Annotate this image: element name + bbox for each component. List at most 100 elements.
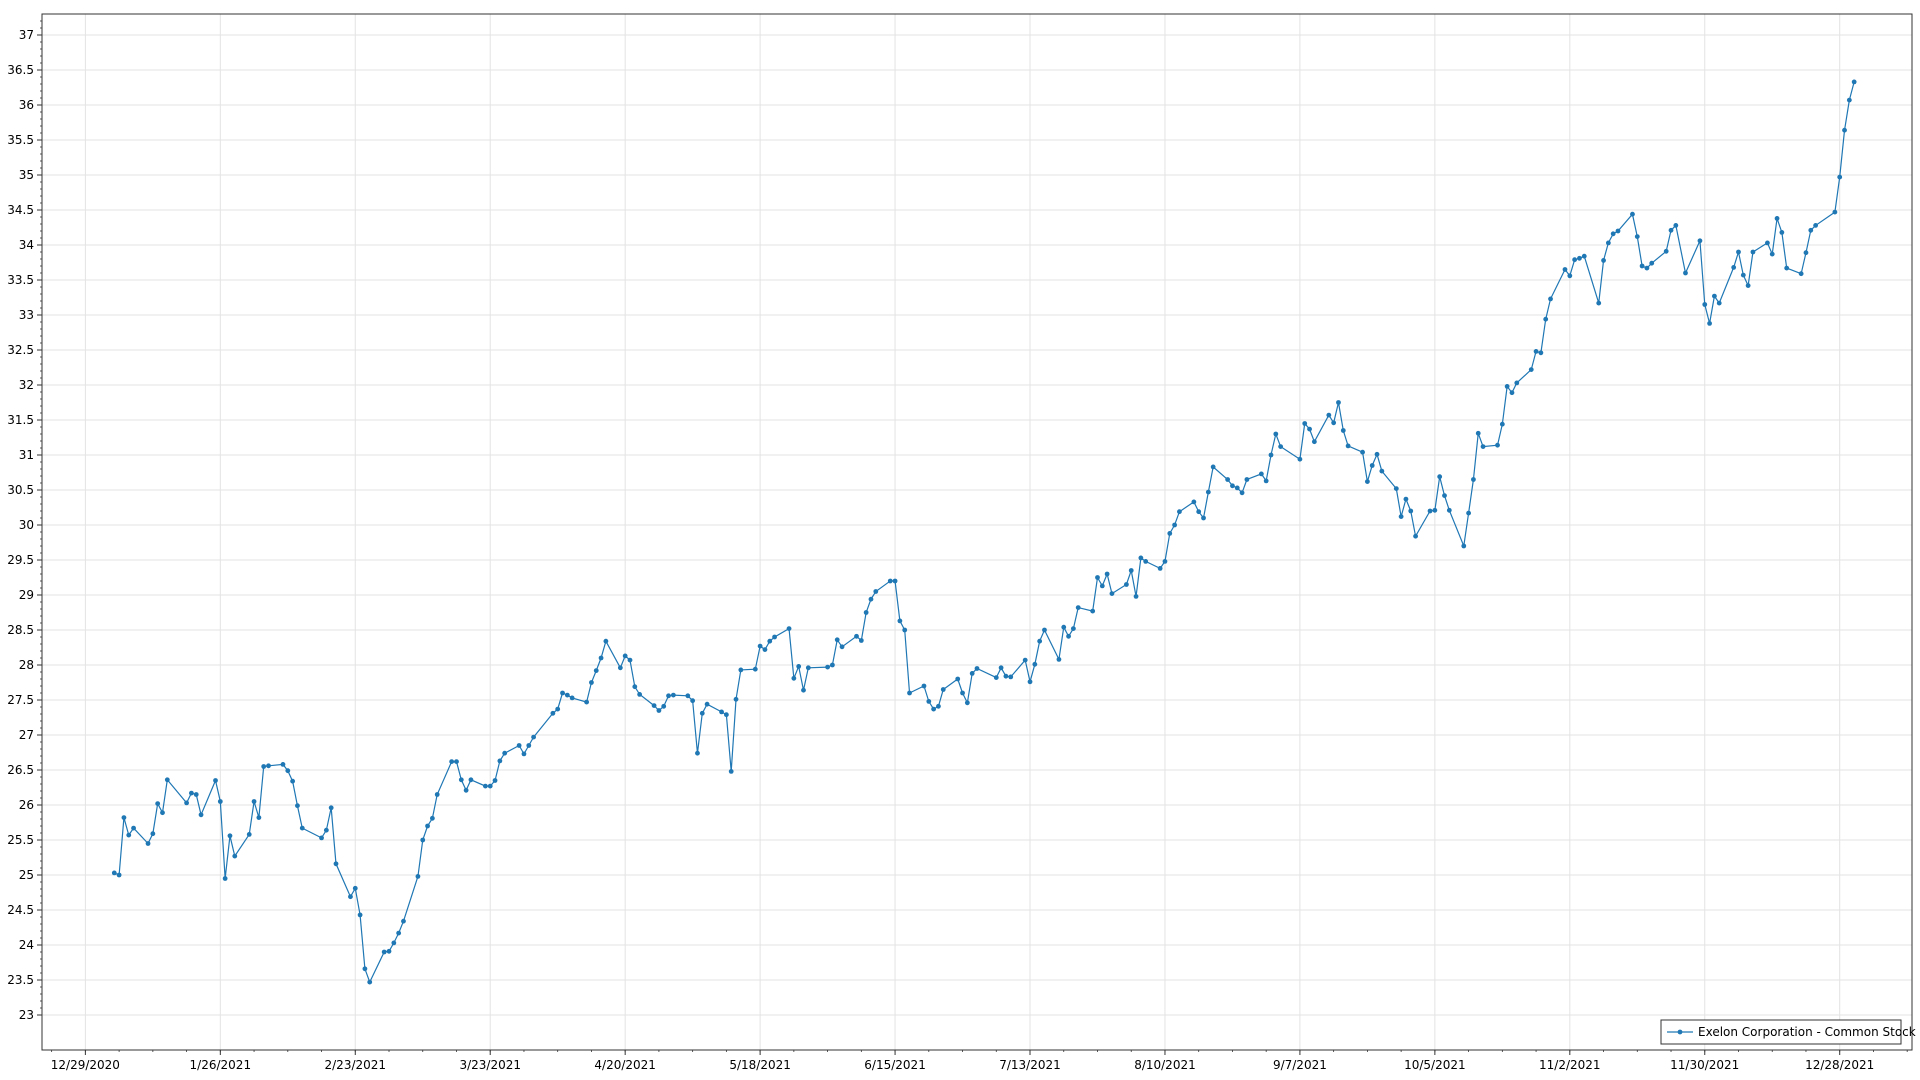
data-point [1514, 380, 1520, 386]
data-point [323, 827, 329, 833]
data-point [160, 810, 165, 816]
data-point [964, 700, 970, 706]
data-point [839, 644, 845, 650]
data-point [598, 655, 604, 661]
data-point [974, 666, 980, 671]
data-point [381, 949, 387, 955]
data-point [1408, 508, 1414, 514]
data-point [1736, 249, 1741, 255]
x-tick-label: 1/26/2021 [190, 1058, 252, 1072]
data-point [1480, 444, 1486, 449]
data-point [1572, 257, 1578, 263]
plot-border [41, 13, 1913, 1051]
data-point [897, 618, 903, 624]
data-point [1210, 464, 1216, 470]
data-point [367, 979, 373, 985]
data-point [131, 825, 136, 831]
data-point [564, 692, 570, 698]
data-point [1340, 428, 1346, 433]
data-point [1398, 514, 1404, 519]
data-point [256, 815, 262, 820]
data-point [1403, 496, 1409, 502]
data-point [1413, 533, 1418, 539]
y-tick-label: 24 [19, 938, 34, 952]
data-point [550, 710, 556, 716]
legend-box [1660, 1019, 1902, 1045]
data-point [752, 666, 758, 672]
data-point [1765, 240, 1770, 246]
y-tick-label: 25.5 [7, 833, 34, 847]
data-point [458, 777, 464, 783]
data-point [1697, 238, 1703, 244]
data-point [285, 768, 291, 774]
y-tick-label: 34.5 [7, 203, 34, 217]
data-point [1673, 223, 1679, 228]
data-point [1124, 582, 1129, 587]
data-point [728, 769, 734, 774]
data-point [1393, 486, 1399, 491]
x-tick-label: 6/15/2021 [864, 1058, 926, 1072]
y-tick-label: 24.5 [7, 903, 34, 917]
data-point [1022, 657, 1028, 663]
data-point [1649, 260, 1655, 266]
y-tick-label: 28 [19, 658, 34, 672]
data-point [1230, 483, 1235, 489]
data-point [617, 665, 623, 671]
data-point [772, 634, 777, 640]
data-point [1533, 349, 1539, 354]
data-point [873, 589, 879, 594]
data-point [261, 764, 267, 769]
data-point [1302, 421, 1308, 426]
data-point [767, 638, 773, 644]
data-point [468, 777, 474, 783]
data-point [622, 653, 628, 659]
y-tick-label: 33.5 [7, 273, 34, 287]
data-point [627, 657, 633, 663]
data-point [526, 743, 532, 748]
data-point [1090, 608, 1096, 614]
data-point [1842, 127, 1847, 133]
data-point [1369, 463, 1375, 468]
data-point [931, 706, 937, 712]
data-point [719, 709, 724, 715]
data-point [290, 778, 296, 784]
data-point [1615, 228, 1621, 234]
data-point [593, 668, 599, 673]
data-point [1509, 390, 1515, 396]
data-point [892, 578, 898, 584]
legend: Exelon Corporation - Common Stock [1660, 1019, 1916, 1045]
data-point [1003, 673, 1009, 679]
y-tick-label: 27.5 [7, 693, 34, 707]
data-point [299, 825, 305, 831]
data-point [1528, 367, 1534, 372]
data-point [805, 665, 811, 671]
y-tick-label: 26 [19, 798, 34, 812]
data-point [1104, 571, 1110, 577]
data-point [801, 687, 806, 693]
data-point [791, 675, 797, 681]
data-point [1707, 321, 1712, 326]
x-tick-label: 9/7/2021 [1273, 1058, 1327, 1072]
y-tick-label: 33 [19, 308, 34, 322]
data-point [434, 792, 440, 797]
data-point [1037, 638, 1043, 644]
data-point [1808, 227, 1814, 233]
data-point [352, 885, 358, 891]
data-point [348, 894, 353, 900]
data-point [936, 703, 941, 709]
data-point [1716, 300, 1722, 306]
y-tick-label: 23.5 [7, 973, 34, 987]
y-tick-label: 29.5 [7, 553, 34, 567]
data-point [1851, 79, 1857, 85]
data-point [449, 759, 455, 764]
y-tick-label: 23 [19, 1008, 34, 1022]
data-point [1499, 421, 1505, 427]
data-point [651, 703, 657, 708]
data-point [483, 783, 488, 789]
data-point [1803, 250, 1809, 256]
data-point [1702, 302, 1708, 307]
data-point [830, 662, 835, 668]
data-point [396, 930, 402, 936]
x-tick-label: 11/2/2021 [1539, 1058, 1601, 1072]
